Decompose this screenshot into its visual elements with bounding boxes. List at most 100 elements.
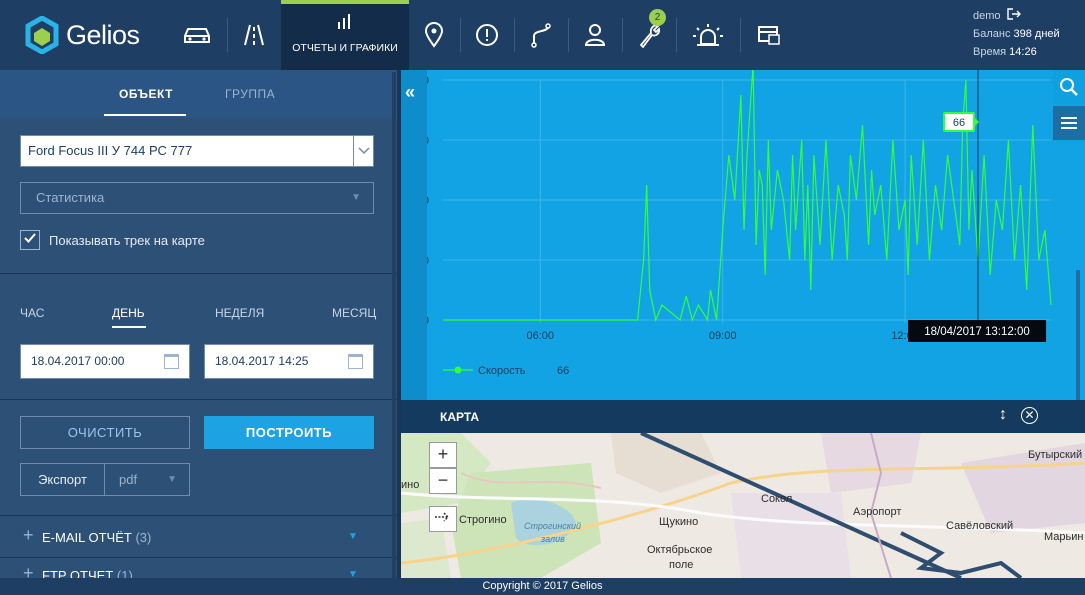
calendar-icon[interactable]: [348, 354, 363, 369]
nav-drivers[interactable]: [573, 0, 617, 70]
calendar-icon[interactable]: [164, 354, 179, 369]
user-icon: [584, 24, 606, 46]
ftp-report-label: FTP ОТЧЕТ: [42, 568, 114, 578]
map-label: Октябрьское: [647, 544, 713, 556]
expand-arrow-icon[interactable]: ▼: [348, 569, 358, 578]
menu-button[interactable]: [1053, 106, 1085, 140]
nav-service[interactable]: [627, 0, 671, 70]
footer-copyright: Copyright © 2017 Gelios: [0, 578, 1085, 595]
map-label: Бутырский: [1028, 449, 1083, 461]
zoom-out-button[interactable]: −: [429, 468, 457, 494]
logout-icon[interactable]: [1006, 8, 1021, 20]
nav-separator: [568, 18, 569, 52]
object-select-value: Ford Focus III У 744 РС 777: [28, 143, 193, 158]
map-header: КАРТА ↕ ✕: [401, 400, 1085, 433]
balance-value: 398 дней: [1013, 28, 1060, 40]
show-track-checkbox-row[interactable]: Показывать трек на карте: [20, 230, 205, 250]
nav-geozones[interactable]: [412, 0, 456, 70]
logo[interactable]: Gelios: [24, 14, 154, 56]
map-title: КАРТА: [440, 410, 480, 424]
time-label: Время: [973, 46, 1007, 58]
nav-roads[interactable]: [232, 0, 276, 70]
period-hour[interactable]: ЧАС: [20, 306, 45, 320]
plus-icon: +: [23, 525, 34, 545]
logo-text: Gelios: [66, 19, 140, 50]
dropdown-arrow-icon: ▼: [351, 192, 361, 203]
clear-button[interactable]: ОЧИСТИТЬ: [20, 416, 190, 449]
username[interactable]: demo: [973, 10, 1001, 22]
date-to-input[interactable]: 18.04.2017 14:25: [204, 344, 374, 379]
chevron-down-icon[interactable]: [353, 136, 373, 166]
balance-label: Баланс: [973, 28, 1011, 40]
nav-routes[interactable]: [519, 0, 563, 70]
wrench-icon: [639, 24, 661, 48]
legend-label: Скорость: [478, 365, 526, 377]
export-format-select[interactable]: pdf: [119, 472, 138, 487]
route-icon: [531, 23, 551, 48]
checkmark-icon: [24, 233, 36, 243]
divider: [0, 557, 397, 558]
show-track-checkbox[interactable]: [20, 230, 40, 250]
tab-object[interactable]: ОБЪЕКТ: [119, 87, 173, 101]
search-button[interactable]: [1053, 70, 1085, 104]
period-week[interactable]: НЕДЕЛЯ: [215, 306, 265, 320]
export-button[interactable]: Экспорт: [21, 464, 105, 495]
email-report-section[interactable]: + E-MAIL ОТЧЁТ (3) ▼: [0, 516, 397, 556]
tooltip-arrow: [974, 117, 980, 127]
report-type-placeholder: Статистика: [36, 190, 105, 205]
crosshair-label-box: [908, 320, 1047, 342]
date-from-input[interactable]: 18.04.2017 00:00: [20, 344, 190, 379]
map-label: Сокол: [761, 493, 793, 505]
route-arrow-button[interactable]: [429, 506, 457, 532]
top-navigation-bar: Gelios ОТЧЕТЫ И ГРАФИКИ: [0, 0, 1085, 70]
nav-billing[interactable]: [745, 0, 793, 70]
period-month[interactable]: МЕСЯЦ: [332, 306, 377, 320]
nav-reports-label: ОТЧЕТЫ И ГРАФИКИ: [292, 42, 398, 54]
alert-icon: [476, 24, 498, 46]
date-from-value: 18.04.2017 00:00: [31, 354, 125, 368]
divider: [0, 399, 397, 400]
tooltip-value: 66: [953, 117, 965, 129]
map-label: Щукино: [659, 516, 699, 528]
collapse-panel-button[interactable]: «: [401, 70, 427, 400]
object-select[interactable]: Ford Focus III У 744 РС 777: [20, 135, 374, 167]
nav-alarms[interactable]: [681, 0, 735, 70]
nav-separator: [460, 18, 461, 52]
panel-divider[interactable]: [397, 70, 401, 578]
tab-group[interactable]: ГРУППА: [225, 87, 276, 101]
legend-value: 66: [557, 365, 569, 377]
nav-vehicles[interactable]: [172, 0, 222, 70]
report-type-select[interactable]: Статистика ▼: [20, 182, 374, 214]
map-label: Строгинский: [524, 521, 582, 531]
nav-separator: [740, 18, 741, 52]
email-report-count: (3): [135, 530, 152, 545]
zoom-in-button[interactable]: +: [429, 442, 457, 468]
hamburger-icon: [1061, 122, 1077, 124]
nav-separator: [622, 18, 623, 52]
x-tick-label: 06:00: [527, 330, 555, 342]
dropdown-arrow-icon[interactable]: ▼: [167, 474, 177, 485]
email-report-label: E-MAIL ОТЧЁТ: [42, 530, 132, 545]
active-tab-indicator: [104, 114, 186, 116]
chart-scrollbar[interactable]: [1076, 270, 1080, 400]
map-label: Савёловский: [946, 520, 1014, 532]
speed-series-line: [443, 70, 1052, 323]
user-info: demo Баланс 398 дней Время 14:26: [973, 7, 1060, 61]
resize-vertical-icon[interactable]: ↕: [999, 406, 1007, 423]
hamburger-icon: [1061, 117, 1077, 119]
map-label: поле: [669, 559, 694, 571]
map-view[interactable]: Бутырский Сокол Аэропорт Савёловский Мар…: [401, 433, 1085, 578]
panel-scrollbar[interactable]: [392, 72, 396, 578]
nav-events[interactable]: [465, 0, 509, 70]
ftp-report-section[interactable]: + FTP ОТЧЕТ (1) ▼: [0, 558, 397, 578]
map-label: залив: [541, 534, 565, 544]
build-button[interactable]: ПОСТРОИТЬ: [204, 416, 374, 449]
period-day[interactable]: ДЕНЬ: [112, 306, 145, 320]
expand-arrow-icon[interactable]: ▼: [348, 531, 358, 542]
close-icon[interactable]: ✕: [1021, 407, 1038, 424]
nav-reports-active[interactable]: ОТЧЕТЫ И ГРАФИКИ: [281, 0, 409, 70]
double-chevron-left-icon: «: [405, 82, 416, 102]
arrow-right-icon: [435, 512, 450, 522]
